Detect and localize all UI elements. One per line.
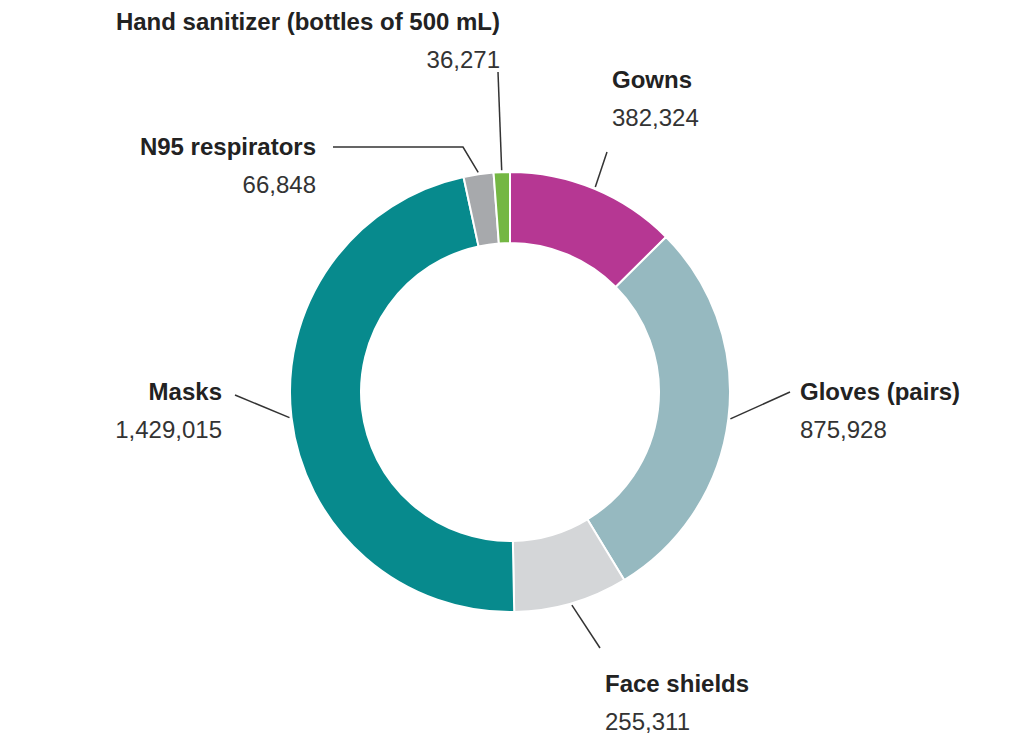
category-label: Hand sanitizer (bottles of 500 mL)	[116, 8, 500, 35]
leader-line	[235, 395, 289, 418]
category-label: Face shields	[605, 670, 749, 697]
labels: Gowns 382,324 Gloves (pairs) 875,928 Face sh…	[115, 8, 960, 735]
leader-line	[730, 392, 790, 419]
leader-line	[595, 152, 607, 187]
category-label: N95 respirators	[140, 133, 316, 160]
category-label: Gowns	[612, 66, 692, 93]
value-label: 36,271	[427, 46, 500, 73]
chart: Gowns 382,324 Gloves (pairs) 875,928 Face sh…	[0, 0, 1024, 756]
leader-line	[333, 147, 478, 172]
slice	[494, 172, 510, 243]
value-label: 1,429,015	[115, 416, 222, 443]
value-label: 875,928	[800, 416, 887, 443]
slice	[587, 237, 730, 580]
leader-line	[572, 605, 600, 648]
leader-line	[498, 72, 502, 170]
value-label: 66,848	[243, 171, 316, 198]
value-label: 255,311	[605, 708, 690, 735]
slice	[513, 519, 624, 612]
category-label: Gloves (pairs)	[800, 378, 960, 405]
slices	[290, 172, 730, 612]
category-label: Masks	[149, 378, 222, 405]
value-label: 382,324	[612, 104, 699, 131]
